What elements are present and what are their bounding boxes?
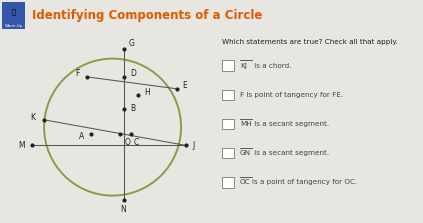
Text: K: K: [30, 114, 36, 122]
Text: is a point of tangency for OC.: is a point of tangency for OC.: [252, 179, 357, 185]
Bar: [222, 177, 233, 188]
Text: E: E: [182, 81, 187, 90]
Text: H: H: [144, 88, 150, 97]
Text: OC: OC: [240, 179, 251, 185]
Text: GN: GN: [240, 150, 251, 156]
Text: is a chord.: is a chord.: [252, 63, 291, 69]
Text: M: M: [18, 141, 25, 150]
Text: N: N: [121, 205, 126, 214]
Bar: [222, 119, 233, 129]
Text: KJ: KJ: [240, 63, 247, 69]
Bar: [222, 148, 233, 159]
Text: 🔥: 🔥: [11, 8, 16, 15]
FancyBboxPatch shape: [2, 2, 25, 29]
Text: is a secant segment.: is a secant segment.: [252, 121, 329, 127]
Text: D: D: [130, 69, 136, 78]
Text: O: O: [124, 138, 130, 147]
Text: Which statements are true? Check all that apply.: Which statements are true? Check all tha…: [222, 39, 398, 45]
Bar: [222, 60, 233, 71]
Text: G: G: [129, 39, 135, 47]
Text: B: B: [130, 104, 135, 113]
Text: J: J: [193, 141, 195, 150]
Text: Warm-Up: Warm-Up: [5, 24, 22, 28]
Text: C: C: [134, 138, 139, 147]
Text: A: A: [79, 132, 84, 141]
Bar: [222, 90, 233, 100]
Text: F is point of tangency for FE.: F is point of tangency for FE.: [240, 92, 343, 98]
Text: Identifying Components of a Circle: Identifying Components of a Circle: [32, 9, 262, 22]
Text: F: F: [76, 69, 80, 78]
Text: MH: MH: [240, 121, 252, 127]
Text: is a secant segment.: is a secant segment.: [252, 150, 329, 156]
